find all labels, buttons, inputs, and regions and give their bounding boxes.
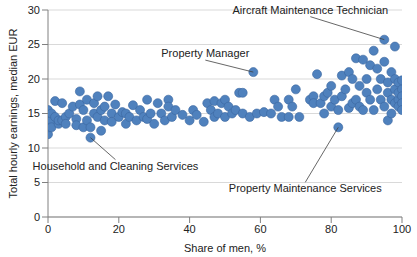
svg-text:0: 0	[34, 211, 40, 223]
svg-text:Property Maintenance Services: Property Maintenance Services	[229, 182, 382, 194]
svg-text:80: 80	[325, 223, 337, 235]
svg-text:Household and Cleaning Service: Household and Cleaning Services	[33, 160, 199, 172]
svg-text:Property Manager: Property Manager	[161, 47, 249, 59]
svg-text:Aircraft Maintenance Technicia: Aircraft Maintenance Technician	[232, 4, 388, 16]
svg-text:20: 20	[28, 73, 40, 85]
svg-text:Share of men, %: Share of men, %	[184, 242, 266, 254]
svg-text:20: 20	[113, 223, 125, 235]
svg-text:10: 10	[28, 142, 40, 154]
svg-text:Total hourly earnings, median: Total hourly earnings, median EUR	[8, 28, 19, 198]
svg-text:100: 100	[393, 223, 409, 235]
svg-text:25: 25	[28, 38, 40, 50]
svg-text:5: 5	[34, 176, 40, 188]
svg-text:40: 40	[183, 223, 195, 235]
svg-text:15: 15	[28, 107, 40, 119]
svg-text:0: 0	[45, 223, 51, 235]
svg-text:30: 30	[28, 4, 40, 16]
svg-text:60: 60	[254, 223, 266, 235]
